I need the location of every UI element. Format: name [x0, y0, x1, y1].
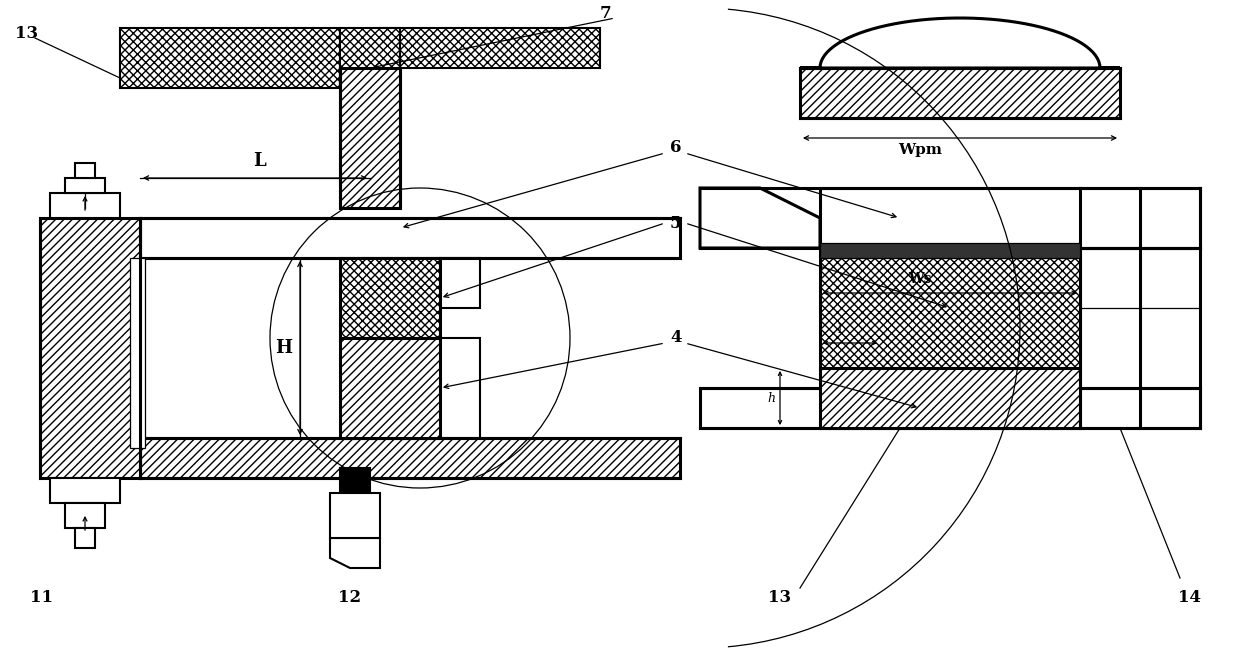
Bar	[64, 178, 105, 193]
Text: h: h	[768, 391, 775, 404]
Text: Ws: Ws	[908, 272, 931, 286]
Text: Wpm: Wpm	[898, 143, 942, 157]
Bar	[820, 188, 1200, 248]
Text: 4: 4	[670, 329, 682, 347]
Text: H: H	[275, 339, 291, 357]
Bar	[340, 28, 401, 88]
Bar	[120, 28, 340, 88]
Bar	[820, 368, 1080, 428]
Bar	[379, 28, 600, 68]
Bar	[800, 68, 1120, 118]
Bar	[40, 218, 140, 478]
Polygon shape	[330, 538, 379, 568]
Bar	[820, 248, 1080, 368]
Text: L: L	[254, 152, 267, 170]
Bar	[74, 528, 95, 548]
Bar	[340, 338, 440, 438]
Text: l: l	[838, 323, 842, 336]
Bar	[701, 388, 1200, 428]
Bar	[820, 243, 1080, 258]
Bar	[50, 478, 120, 503]
Bar	[340, 68, 401, 208]
Bar	[64, 503, 105, 528]
Bar	[50, 193, 120, 218]
Bar	[140, 218, 680, 258]
Bar	[330, 493, 379, 538]
Text: 7: 7	[600, 5, 611, 21]
Text: 13: 13	[15, 25, 38, 41]
Bar	[340, 468, 370, 498]
Text: 5: 5	[670, 214, 682, 231]
Bar	[440, 338, 480, 438]
Text: 12: 12	[339, 590, 362, 607]
Bar	[130, 258, 145, 448]
Bar	[74, 163, 95, 178]
Text: 11: 11	[30, 590, 53, 607]
Bar	[440, 258, 480, 308]
Polygon shape	[701, 188, 820, 248]
Text: 14: 14	[1178, 590, 1202, 607]
Polygon shape	[800, 18, 1120, 68]
Text: 13: 13	[769, 590, 791, 607]
Bar	[140, 438, 680, 478]
Bar	[340, 258, 440, 338]
Text: 6: 6	[670, 139, 682, 157]
